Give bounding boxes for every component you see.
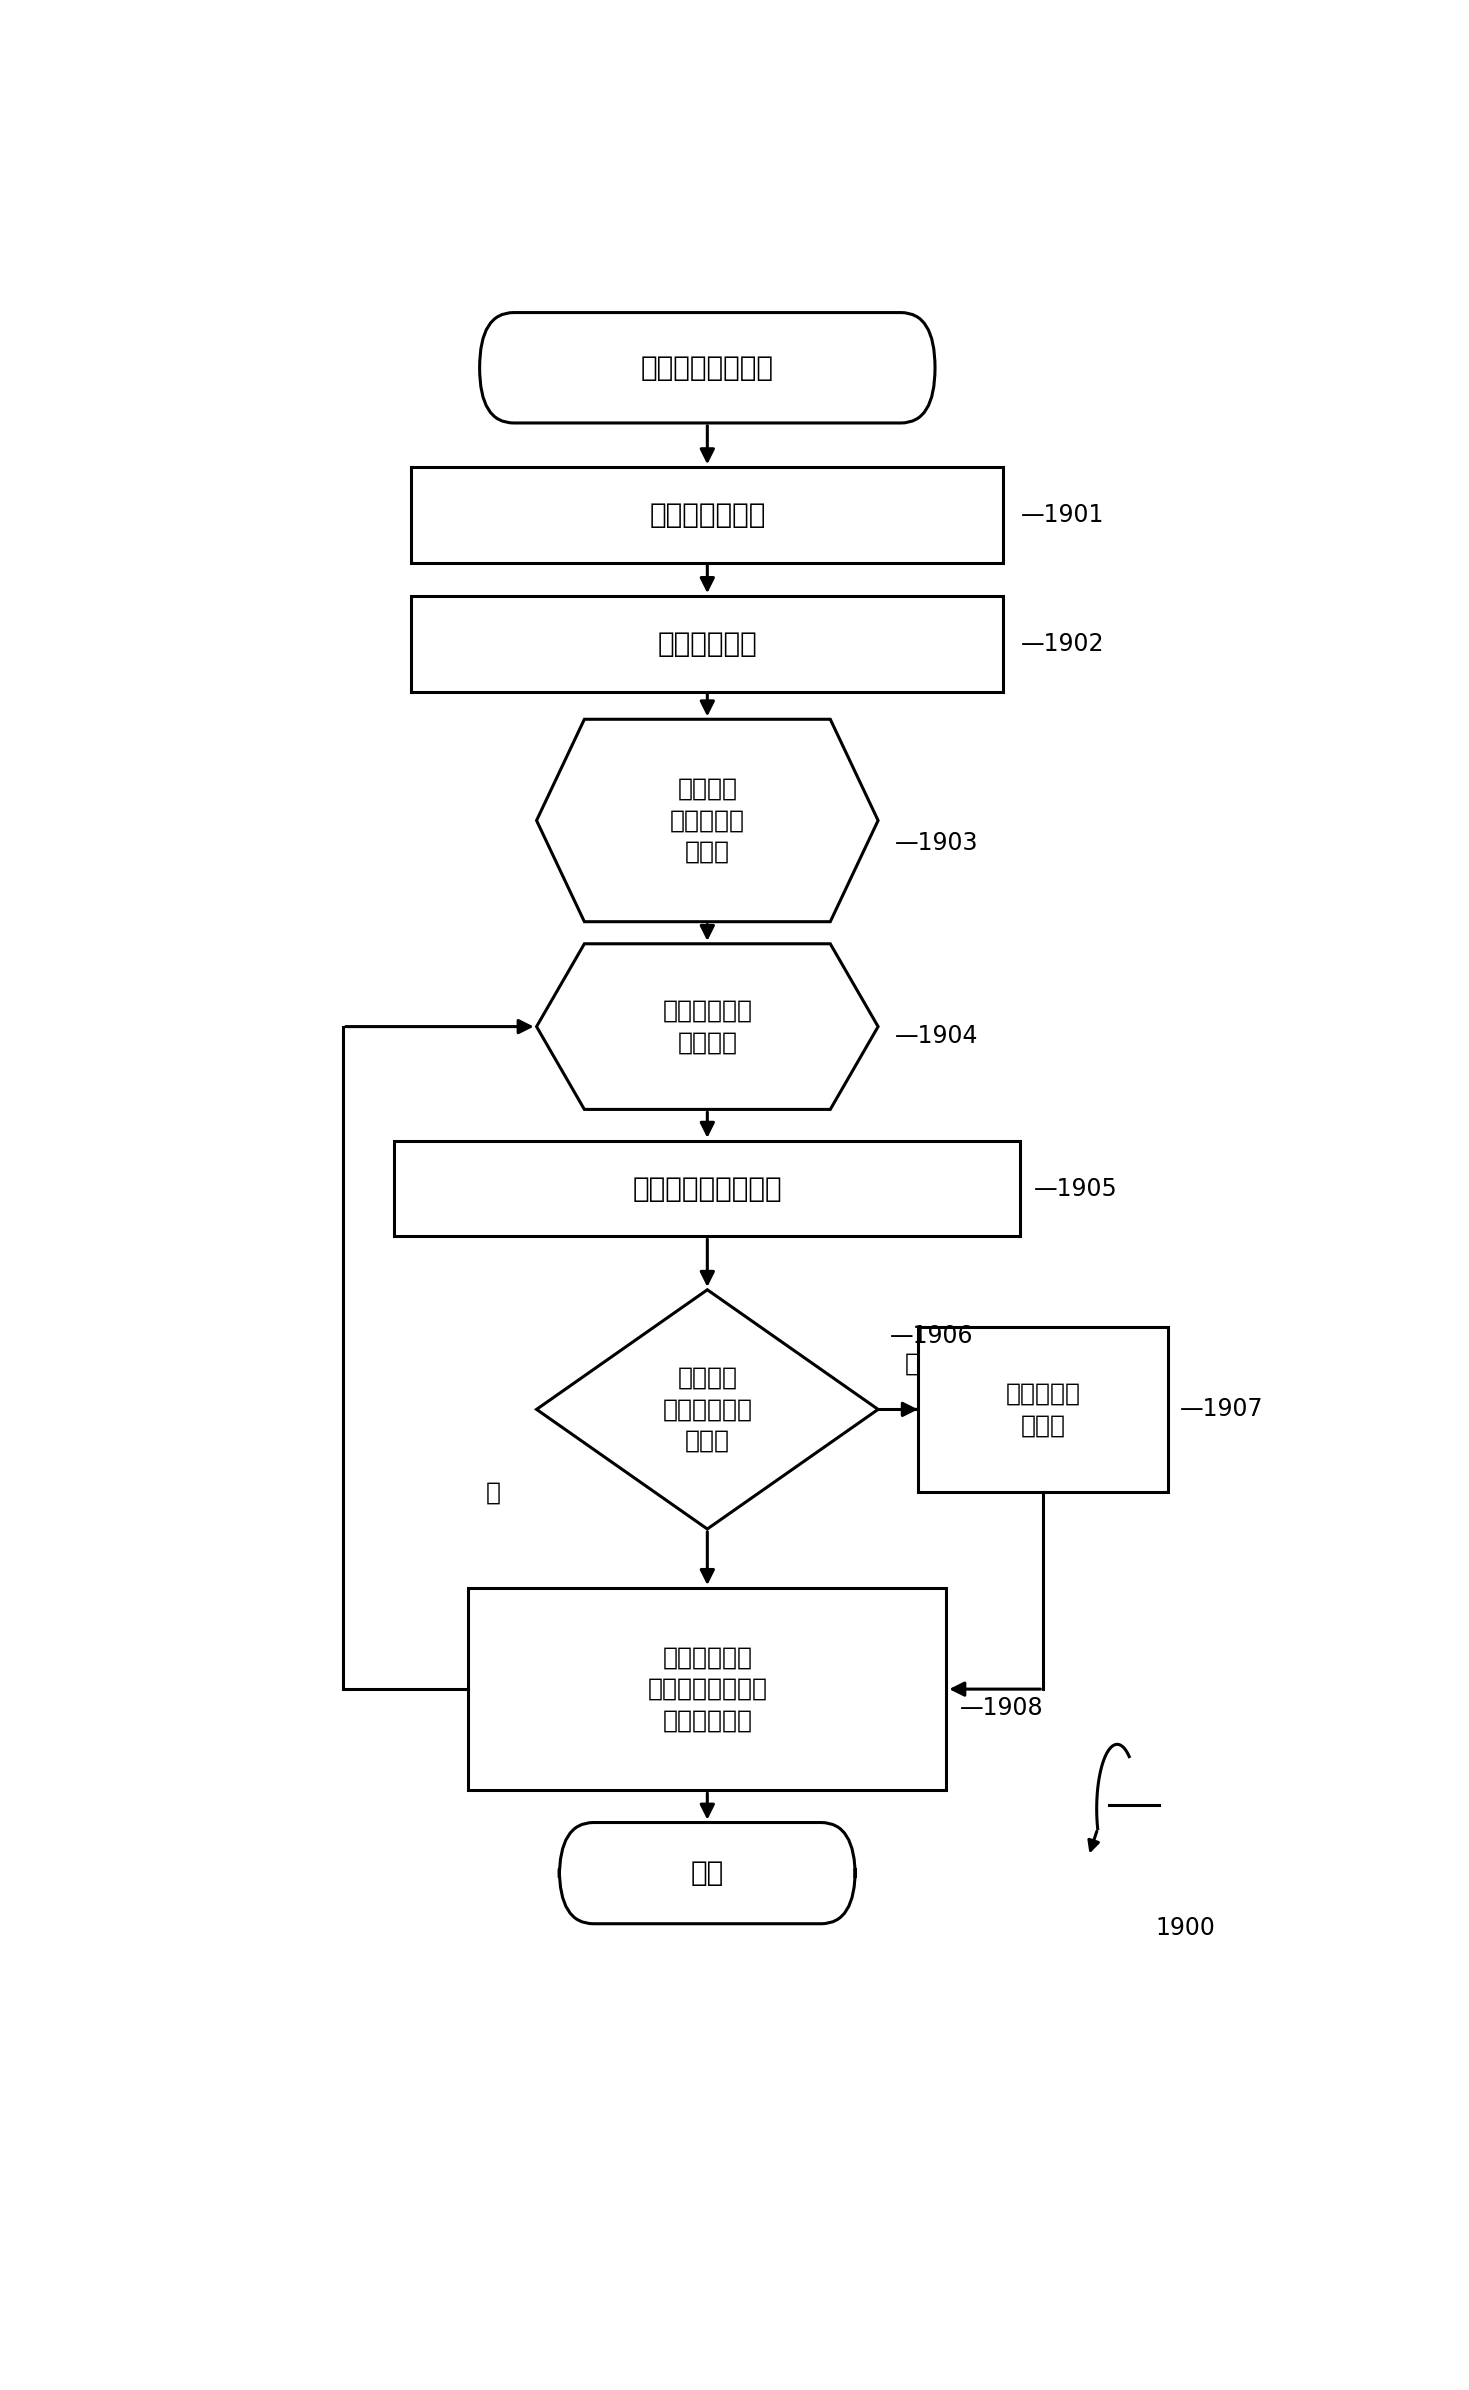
Text: —1901: —1901 <box>1021 502 1103 528</box>
Text: 识别谱的非流侧: 识别谱的非流侧 <box>649 502 765 528</box>
Text: —1905: —1905 <box>1034 1176 1118 1200</box>
Text: 识别该对的较大单元: 识别该对的较大单元 <box>633 1173 782 1202</box>
Text: 返回: 返回 <box>690 1859 724 1888</box>
Text: 在单元对偏离
量上循环: 在单元对偏离 量上循环 <box>663 999 752 1054</box>
Text: 将两个单元
都置零: 将两个单元 都置零 <box>1006 1381 1081 1436</box>
Text: —1907: —1907 <box>1180 1398 1263 1422</box>
Polygon shape <box>536 719 878 923</box>
Polygon shape <box>536 944 878 1109</box>
Text: 较大单元
是否小于静噪
阀値？: 较大单元 是否小于静噪 阀値？ <box>663 1365 752 1453</box>
Text: —1902: —1902 <box>1021 631 1103 655</box>
Polygon shape <box>536 1291 878 1530</box>
Text: 初始化与
载波的单元
偏离量: 初始化与 载波的单元 偏离量 <box>670 777 745 865</box>
Text: 否: 否 <box>486 1479 501 1503</box>
Text: 开始静噪阀値例程: 开始静噪阀値例程 <box>640 354 774 382</box>
Text: 确定静噪阀値: 确定静噪阀値 <box>658 631 757 657</box>
Text: 下一个单元对
偏离量，直到所有
都被处理为止: 下一个单元对 偏离量，直到所有 都被处理为止 <box>648 1644 767 1733</box>
Bar <box>411 595 1003 691</box>
Text: 1900: 1900 <box>1156 1917 1215 1941</box>
Bar <box>469 1587 946 1790</box>
Text: —1908: —1908 <box>961 1695 1043 1718</box>
FancyBboxPatch shape <box>560 1824 855 1924</box>
Text: —1904: —1904 <box>895 1023 978 1047</box>
FancyBboxPatch shape <box>479 313 936 423</box>
Bar <box>394 1140 1021 1236</box>
Bar <box>918 1326 1168 1491</box>
Text: 是: 是 <box>905 1350 920 1374</box>
Text: —1903: —1903 <box>895 832 978 856</box>
Text: —1906: —1906 <box>889 1324 972 1348</box>
Bar <box>411 466 1003 564</box>
